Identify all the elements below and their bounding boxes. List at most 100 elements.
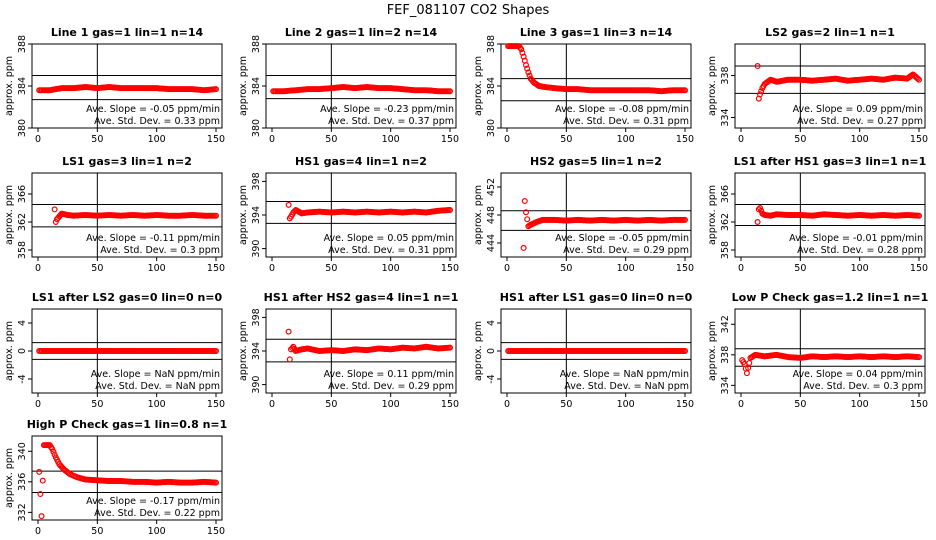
y-tick-label: 448 <box>486 206 497 224</box>
x-tick-label: 150 <box>441 134 459 145</box>
data-point <box>525 69 532 76</box>
data-point <box>743 370 750 377</box>
x-tick-label: 100 <box>851 134 869 145</box>
y-tick-label: 0 <box>486 348 497 354</box>
x-tick-label: 100 <box>382 263 400 274</box>
stddev-annotation: Ave. Std. Dev. = 0.31 ppm <box>328 245 454 256</box>
y-axis-label: approx. ppm <box>238 56 249 116</box>
panel-8: LS1 after HS1 gas=3 lin=1 n=1 0 50 100 150 35… <box>707 155 928 274</box>
stddev-annotation: Ave. Std. Dev. = 0.33 ppm <box>94 116 220 127</box>
slope-annotation: Ave. Slope = -0.08 ppm/min <box>555 104 689 115</box>
x-tick-label: 150 <box>207 134 225 145</box>
slope-annotation: Ave. Slope = -0.17 ppm/min <box>86 496 220 507</box>
x-tick-label: 50 <box>91 134 103 145</box>
y-tick-label: 388 <box>17 35 28 53</box>
panel-3: Line 3 gas=1 lin=3 n=14 0 50 100 150 380 384 38… <box>473 26 694 145</box>
data-point <box>447 206 454 213</box>
x-tick-label: 100 <box>382 134 400 145</box>
y-tick-label: 4 <box>486 320 497 326</box>
y-tick-label: 452 <box>486 178 497 196</box>
y-axis-label: approx. ppm <box>707 321 718 381</box>
slope-annotation: Ave. Slope = 0.09 ppm/min <box>793 104 923 115</box>
y-tick-label: 390 <box>251 240 262 258</box>
slope-annotation: Ave. Slope = -0.05 ppm/min <box>555 233 689 244</box>
data-point <box>915 76 922 83</box>
data-point <box>681 348 688 355</box>
panel-title: LS2 gas=2 lin=1 n=1 <box>765 26 895 39</box>
panel-title: High P Check gas=1 lin=0.8 n=1 <box>27 418 228 431</box>
x-tick-label: 50 <box>794 134 806 145</box>
y-tick-label: -4 <box>17 374 28 383</box>
slope-annotation: Ave. Slope = 0.04 ppm/min <box>793 369 923 380</box>
data-point <box>915 212 922 219</box>
data-point <box>521 198 528 205</box>
y-tick-label: 398 <box>251 308 262 326</box>
data-point <box>50 448 57 455</box>
data-point <box>39 477 46 484</box>
y-tick-label: 380 <box>486 119 497 137</box>
y-tick-label: 384 <box>17 77 28 95</box>
x-tick-label: 150 <box>910 399 928 410</box>
data-point <box>285 328 292 335</box>
y-tick-label: 332 <box>17 503 28 521</box>
x-tick-label: 50 <box>91 263 103 274</box>
slope-annotation: Ave. Slope = -0.01 ppm/min <box>789 233 923 244</box>
stddev-annotation: Ave. Std. Dev. = 0.22 ppm <box>94 508 220 519</box>
plot-frame <box>31 435 223 521</box>
x-tick-label: 0 <box>35 526 41 537</box>
x-tick-label: 100 <box>148 399 166 410</box>
data-point <box>38 513 45 520</box>
figure-title: FEF_081107 CO2 Shapes <box>387 3 550 18</box>
data-point <box>758 88 765 95</box>
y-axis-label: approx. ppm <box>4 56 15 116</box>
y-axis-label: approx. ppm <box>473 56 484 116</box>
y-axis-label: approx. ppm <box>4 448 15 508</box>
plot-frame <box>31 172 223 258</box>
panel-5: LS1 gas=3 lin=1 n=2 0 50 100 150 358 362 366app… <box>4 155 225 274</box>
x-tick-label: 150 <box>910 263 928 274</box>
data-point <box>49 445 56 452</box>
stddev-annotation: Ave. Std. Dev. = NaN ppm <box>95 381 220 392</box>
y-tick-label: 334 <box>720 376 731 394</box>
y-tick-label: 338 <box>720 66 731 84</box>
panel-title: LS1 gas=3 lin=1 n=2 <box>62 155 192 168</box>
x-tick-label: 100 <box>148 134 166 145</box>
y-tick-label: 390 <box>251 376 262 394</box>
data-point <box>213 212 220 219</box>
x-tick-label: 100 <box>148 526 166 537</box>
data-point <box>522 61 529 68</box>
x-tick-label: 0 <box>504 263 510 274</box>
data-point <box>447 344 454 351</box>
x-tick-label: 100 <box>382 399 400 410</box>
x-tick-label: 150 <box>207 399 225 410</box>
panel-6: HS1 gas=4 lin=1 n=2 0 50 100 150 390 394 398app… <box>238 155 459 274</box>
panel-title: Low P Check gas=1.2 lin=1 n=1 <box>732 291 929 304</box>
y-tick-label: 338 <box>720 346 731 364</box>
data-point <box>286 356 293 363</box>
panel-12: Low P Check gas=1.2 lin=1 n=1 0 50 100 150 33… <box>707 291 928 410</box>
data-point <box>285 201 292 208</box>
data-point <box>518 46 525 53</box>
y-axis-label: approx. ppm <box>238 321 249 381</box>
y-tick-label: 394 <box>251 342 262 360</box>
data-point <box>915 354 922 361</box>
y-tick-label: 366 <box>720 185 731 203</box>
data-point <box>522 209 529 216</box>
slope-annotation: Ave. Slope = NaN ppm/min <box>560 369 689 380</box>
x-tick-label: 50 <box>560 263 572 274</box>
plot-frame <box>734 308 926 394</box>
data-point <box>526 72 533 79</box>
stddev-annotation: Ave. Std. Dev. = NaN ppm <box>564 381 689 392</box>
data-point <box>681 216 688 223</box>
data-point <box>746 359 753 366</box>
data-point <box>213 348 220 355</box>
slope-annotation: Ave. Slope = NaN ppm/min <box>91 369 220 380</box>
stddev-annotation: Ave. Std. Dev. = 0.29 ppm <box>563 245 689 256</box>
panel-13: High P Check gas=1 lin=0.8 n=1 0 50 100 150 3… <box>4 418 227 537</box>
x-tick-label: 50 <box>91 399 103 410</box>
panel-title: HS1 gas=4 lin=1 n=2 <box>295 155 427 168</box>
y-tick-label: 4 <box>17 320 28 326</box>
data-point <box>524 216 531 223</box>
x-tick-label: 100 <box>148 263 166 274</box>
data-point <box>756 91 763 98</box>
